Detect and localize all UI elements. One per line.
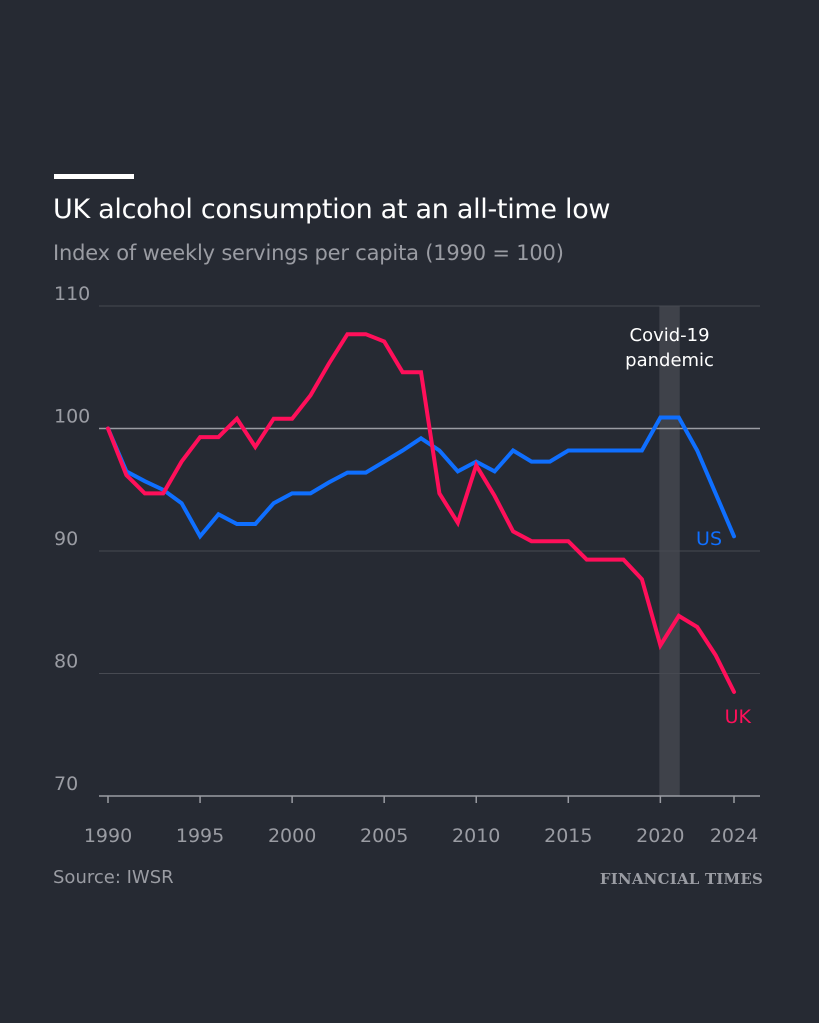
x-tick-label: 2024 xyxy=(710,825,758,847)
y-tick-label: 90 xyxy=(54,528,78,550)
covid-annotation-label: Covid-19 xyxy=(630,325,710,346)
chart-title: UK alcohol consumption at an all-time lo… xyxy=(53,194,611,225)
series-label-us: US xyxy=(696,528,722,550)
series-label-uk: UK xyxy=(725,706,752,728)
x-tick-label: 1990 xyxy=(84,825,132,847)
x-tick-label: 2010 xyxy=(452,825,500,847)
series-line-us xyxy=(106,415,736,540)
y-tick-label: 70 xyxy=(54,773,78,795)
x-tick-label: 2020 xyxy=(636,825,684,847)
brand-logo: FINANCIAL TIMES xyxy=(599,870,763,888)
series-line-uk xyxy=(106,332,736,694)
x-tick-label: 2000 xyxy=(268,825,316,847)
y-tick-label: 80 xyxy=(54,651,78,673)
y-tick-label: 110 xyxy=(54,283,90,305)
y-tick-label: 100 xyxy=(54,406,90,428)
x-tick-label: 2005 xyxy=(360,825,408,847)
x-tick-label: 1995 xyxy=(176,825,224,847)
title-accent-bar xyxy=(54,174,134,179)
chart-subtitle: Index of weekly servings per capita (199… xyxy=(53,241,564,265)
source-note: Source: IWSR xyxy=(53,867,174,888)
x-tick-label: 2015 xyxy=(544,825,592,847)
covid-annotation-label: pandemic xyxy=(625,350,714,371)
